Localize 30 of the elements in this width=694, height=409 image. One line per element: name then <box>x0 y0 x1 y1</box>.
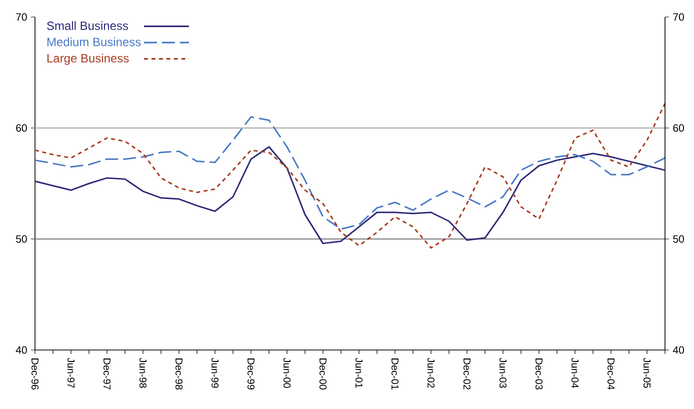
x-tick-label: Dec-04 <box>607 358 615 390</box>
x-tick-label: Jun-97 <box>67 358 75 388</box>
y-tick-label: 60 <box>16 124 27 132</box>
x-tick-label: Dec-97 <box>103 358 111 390</box>
x-tick-label: Jun-03 <box>499 358 507 388</box>
x-tick-label: Dec-00 <box>319 358 327 390</box>
line-series <box>34 102 666 249</box>
legend-label: Small Business <box>47 21 128 30</box>
x-tick-label: Dec-98 <box>175 358 183 390</box>
x-tick-label: Jun-00 <box>283 358 291 388</box>
legend-label: Large Business <box>47 54 129 65</box>
y-tick-label: 70 <box>16 13 27 21</box>
y2-tick-label: 60 <box>673 124 684 132</box>
y2-tick-label: 70 <box>673 13 684 21</box>
x-tick-label: Jun-05 <box>643 358 651 388</box>
legend-label: Medium Business <box>47 37 141 46</box>
x-tick-label: Dec-01 <box>391 358 399 390</box>
y2-tick-label: 40 <box>672 346 684 354</box>
y-tick-label: 40 <box>16 346 27 354</box>
x-tick-label: Dec-03 <box>535 358 543 390</box>
x-tick-label: Dec-02 <box>463 358 471 390</box>
x-tick-label: Jun-99 <box>211 358 219 388</box>
x-tick-label: Jun-04 <box>571 358 579 388</box>
x-tick-label: Dec-99 <box>247 358 255 390</box>
x-tick-label: Jun-01 <box>355 358 363 388</box>
x-tick-label: Jun-98 <box>139 358 147 388</box>
y-tick-label: 50 <box>16 235 27 243</box>
x-tick-label: Jun-02 <box>427 358 435 388</box>
y2-tick-label: 50 <box>673 235 684 243</box>
x-tick-label: Dec-96 <box>31 358 39 390</box>
